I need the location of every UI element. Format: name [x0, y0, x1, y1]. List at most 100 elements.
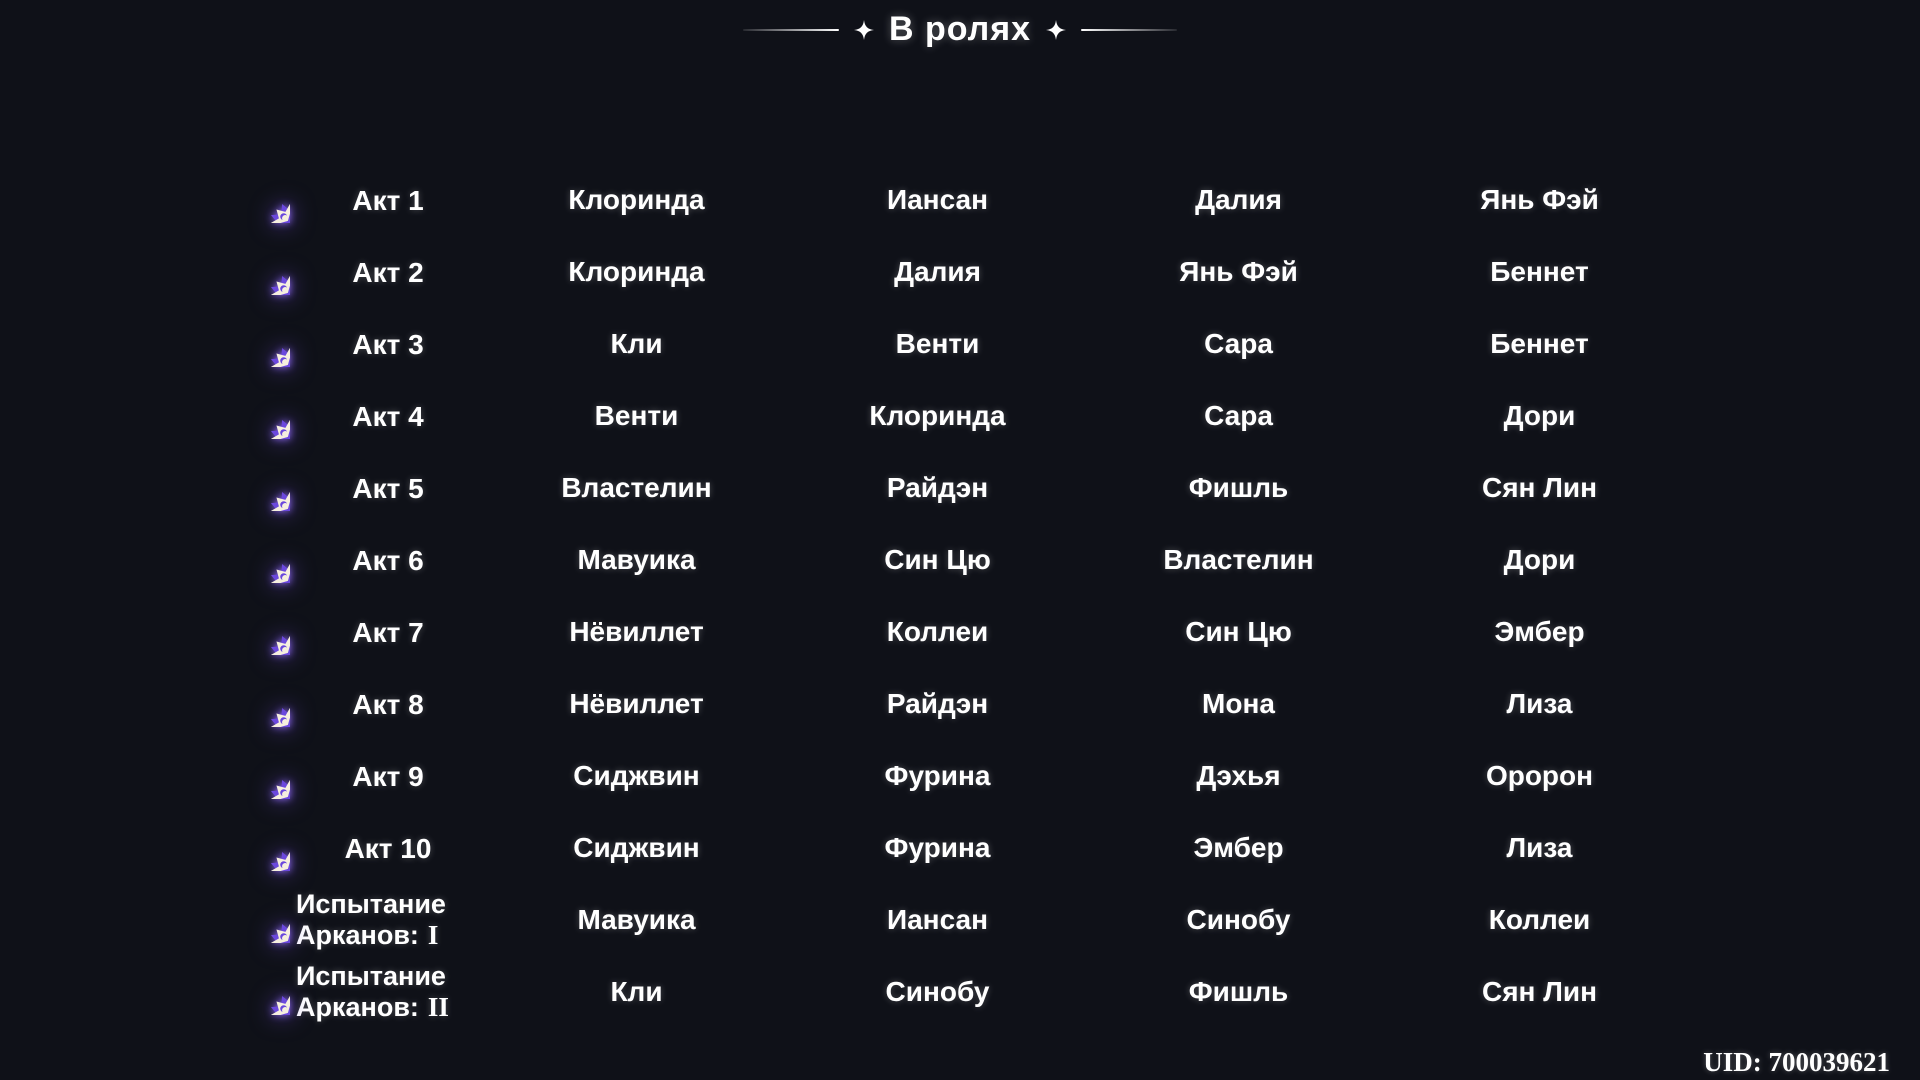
theater-star-icon	[244, 177, 290, 223]
role-name: Венти	[895, 328, 980, 359]
role-name: Сиджвин	[573, 760, 700, 791]
act-marker	[243, 393, 290, 439]
cast-row: Акт 2 Клоринда Далия Янь Фэй Беннет	[243, 236, 1693, 308]
role-name: Лиза	[1506, 688, 1573, 719]
role-name: Синобу	[1186, 904, 1291, 935]
role-name: Клоринда	[568, 256, 705, 287]
cast-list: Акт 1 Клоринда Иансан Далия Янь Фэй Акт …	[243, 164, 1693, 1028]
act-label-line2: Арканов: I	[296, 920, 439, 950]
role-name: Эмбер	[1494, 616, 1585, 647]
act-label-line1: Акт 4	[352, 400, 424, 432]
role-name: Властелин	[1163, 544, 1314, 575]
uid-label: UID: 700039621	[1703, 1047, 1890, 1077]
act-label: Акт 5	[290, 473, 486, 504]
act-label: Акт 10	[290, 833, 486, 864]
sparkle-icon	[1045, 19, 1067, 41]
cast-row: Акт 7 Нёвиллет Коллеи Син Цю Эмбер	[243, 596, 1693, 668]
act-marker	[243, 969, 290, 1015]
role-name: Фурина	[884, 832, 991, 863]
cast-row: Испытание Арканов: I Мавуика Иансан Синоб…	[243, 884, 1693, 956]
act-label-line1: Акт 8	[352, 688, 424, 720]
role-name: Иансан	[886, 184, 988, 215]
role-name: Кли	[610, 328, 663, 359]
role-name: Дори	[1503, 544, 1576, 575]
role-name: Клоринда	[568, 184, 705, 215]
role-name: Фишль	[1188, 472, 1289, 503]
cast-row: Акт 10 Сиджвин Фурина Эмбер Лиза	[243, 812, 1693, 884]
act-roman-numeral: II	[427, 992, 449, 1022]
role-name: Беннет	[1490, 256, 1589, 287]
role-name: Венти	[594, 400, 679, 431]
role-name: Райдэн	[886, 472, 989, 503]
role-name: Кли	[610, 976, 663, 1007]
act-label-line1: Акт 2	[352, 256, 424, 288]
act-marker	[243, 681, 290, 727]
role-name: Дэхья	[1196, 760, 1281, 791]
act-label: Испытание Арканов: I	[290, 889, 486, 951]
role-name: Фишль	[1188, 976, 1289, 1007]
act-label-line1: Акт 5	[352, 472, 424, 504]
role-name: Янь Фэй	[1480, 184, 1599, 215]
role-name: Нёвиллет	[569, 688, 704, 719]
cast-row: Акт 1 Клоринда Иансан Далия Янь Фэй	[243, 164, 1693, 236]
act-marker	[243, 177, 290, 223]
act-marker	[243, 825, 290, 871]
role-name: Син Цю	[1185, 616, 1292, 647]
act-label-line1: Испытание	[296, 889, 446, 919]
sparkle-icon	[853, 19, 875, 41]
role-name: Сян Лин	[1481, 472, 1598, 503]
act-label-line1: Акт 1	[352, 184, 424, 216]
cast-row: Испытание Арканов: II Кли Синобу Фишль Ся…	[243, 956, 1693, 1028]
role-name: Далия	[1195, 184, 1282, 215]
theater-star-icon	[244, 681, 290, 727]
theater-star-icon	[244, 969, 290, 1015]
act-label-line1: Акт 6	[352, 544, 424, 576]
role-name: Лиза	[1506, 832, 1573, 863]
cast-row: Акт 8 Нёвиллет Райдэн Мона Лиза	[243, 668, 1693, 740]
act-label: Акт 4	[290, 401, 486, 432]
act-marker	[243, 249, 290, 295]
page-title: В ролях	[888, 10, 1032, 48]
role-name: Мона	[1202, 688, 1275, 719]
role-name: Нёвиллет	[569, 616, 704, 647]
cast-row: Акт 4 Венти Клоринда Сара Дори	[243, 380, 1693, 452]
act-marker	[243, 465, 290, 511]
theater-star-icon	[244, 321, 290, 367]
act-label-line1: Акт 7	[352, 616, 424, 648]
act-marker	[243, 537, 290, 583]
role-name: Дори	[1503, 400, 1576, 431]
role-name: Сара	[1204, 328, 1273, 359]
act-marker	[243, 897, 290, 943]
theater-star-icon	[244, 465, 290, 511]
act-label-line1: Акт 3	[352, 328, 424, 360]
role-name: Коллеи	[1488, 904, 1591, 935]
cast-row: Акт 3 Кли Венти Сара Беннет	[243, 308, 1693, 380]
role-name: Янь Фэй	[1179, 256, 1298, 287]
act-label-line1: Испытание	[296, 961, 446, 991]
act-label: Акт 6	[290, 545, 486, 576]
role-name: Клоринда	[869, 400, 1006, 431]
act-label: Акт 7	[290, 617, 486, 648]
role-name: Синобу	[885, 976, 990, 1007]
cast-row: Акт 5 Властелин Райдэн Фишль Сян Лин	[243, 452, 1693, 524]
role-name: Эмбер	[1193, 832, 1284, 863]
theater-star-icon	[244, 249, 290, 295]
cast-row: Акт 9 Сиджвин Фурина Дэхья Оророн	[243, 740, 1693, 812]
role-name: Оророн	[1485, 760, 1594, 791]
cast-row: Акт 6 Мавуика Син Цю Властелин Дори	[243, 524, 1693, 596]
act-marker	[243, 321, 290, 367]
act-marker	[243, 753, 290, 799]
role-name: Райдэн	[886, 688, 989, 719]
act-marker	[243, 609, 290, 655]
role-name: Беннет	[1490, 328, 1589, 359]
title-rule-right	[1081, 28, 1178, 31]
role-name: Иансан	[886, 904, 988, 935]
role-name: Властелин	[561, 472, 712, 503]
act-label: Акт 9	[290, 761, 486, 792]
theater-star-icon	[244, 897, 290, 943]
act-label-line2: Арканов: II	[296, 992, 449, 1022]
role-name: Мавуика	[577, 544, 696, 575]
role-name: Син Цю	[884, 544, 991, 575]
theater-star-icon	[244, 753, 290, 799]
theater-star-icon	[244, 393, 290, 439]
